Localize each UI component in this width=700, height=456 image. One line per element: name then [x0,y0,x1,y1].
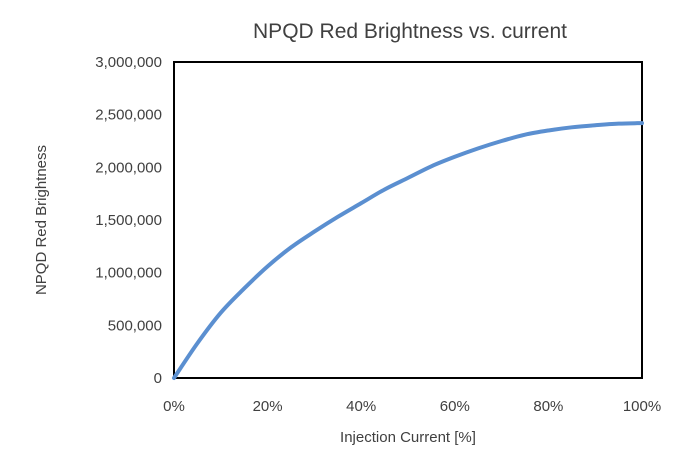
series-line-0 [172,121,644,380]
x-tick-label: 100% [623,398,661,415]
series-layer [172,121,644,380]
plot-area-frame [173,61,643,379]
x-axis-title: Injection Current [%] [340,429,476,446]
x-tick-label: 20% [253,398,283,415]
y-tick-label: 0 [154,370,162,387]
y-tick-label: 2,500,000 [95,107,162,124]
y-tick-label: 1,500,000 [95,212,162,229]
x-tick-label: 40% [346,398,376,415]
x-axis-ticks: 0% 20% 40% 60% 80% 100% [163,398,661,415]
y-tick-label: 1,000,000 [95,265,162,282]
x-tick-label: 0% [163,398,185,415]
y-tick-label: 3,000,000 [95,54,162,71]
x-tick-label: 80% [533,398,563,415]
y-axis-ticks: 0 500,000 1,000,000 1,500,000 2,000,000 2,500… [95,54,162,387]
x-tick-label: 60% [440,398,470,415]
y-tick-label: 2,000,000 [95,159,162,176]
y-axis-title: NPQD Red Brightness [33,145,50,295]
y-tick-label: 500,000 [108,317,162,334]
chart-title: NPQD Red Brightness vs. current [253,20,567,43]
